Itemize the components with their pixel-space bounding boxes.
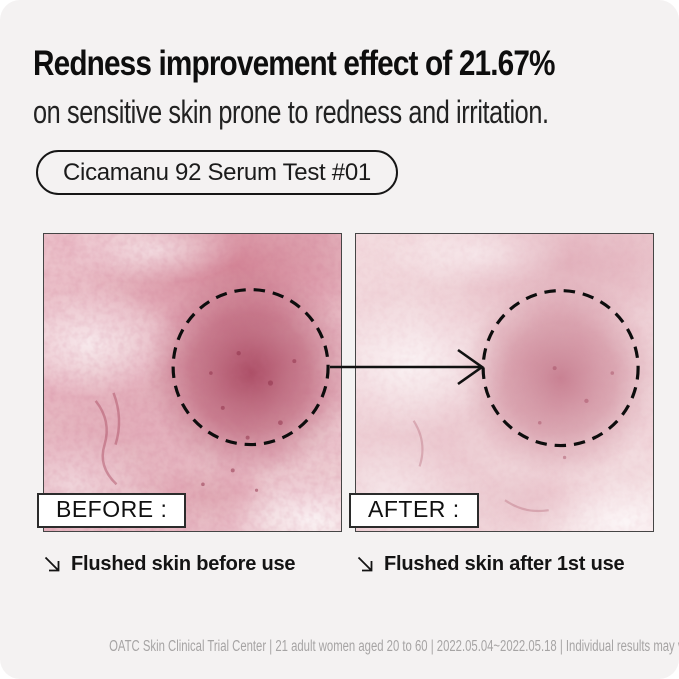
- before-caption: Flushed skin before use: [43, 553, 296, 576]
- subheadline: on sensitive skin prone to redness and i…: [33, 94, 549, 130]
- dashed-circle-after: [481, 289, 640, 448]
- before-label: BEFORE :: [37, 493, 187, 528]
- before-caption-text: Flushed skin before use: [71, 553, 296, 575]
- dashed-circle-before: [171, 288, 330, 447]
- after-label: AFTER :: [349, 493, 479, 528]
- before-skin-texture: [44, 234, 341, 531]
- before-photo: BEFORE :: [37, 233, 342, 532]
- down-right-arrow-icon: [44, 556, 60, 572]
- vein-streaks: [94, 392, 121, 486]
- disclaimer-text: OATC Skin Clinical Trial Center | 21 adu…: [109, 638, 679, 655]
- after-caption-text: Flushed skin after 1st use: [384, 553, 625, 575]
- down-right-arrow-icon: [357, 556, 373, 572]
- redness-speckles: [201, 351, 297, 492]
- right-arrow-icon: [322, 347, 490, 387]
- after-photo: AFTER :: [349, 233, 654, 532]
- after-skin-texture: [356, 234, 653, 531]
- headline: Redness improvement effect of 21.67%: [33, 44, 555, 83]
- disclaimer: OATC Skin Clinical Trial Center | 21 adu…: [0, 637, 679, 657]
- after-caption: Flushed skin after 1st use: [356, 553, 625, 576]
- test-name-badge: Cicamanu 92 Serum Test #01: [36, 150, 398, 195]
- vein-streaks: [412, 420, 549, 513]
